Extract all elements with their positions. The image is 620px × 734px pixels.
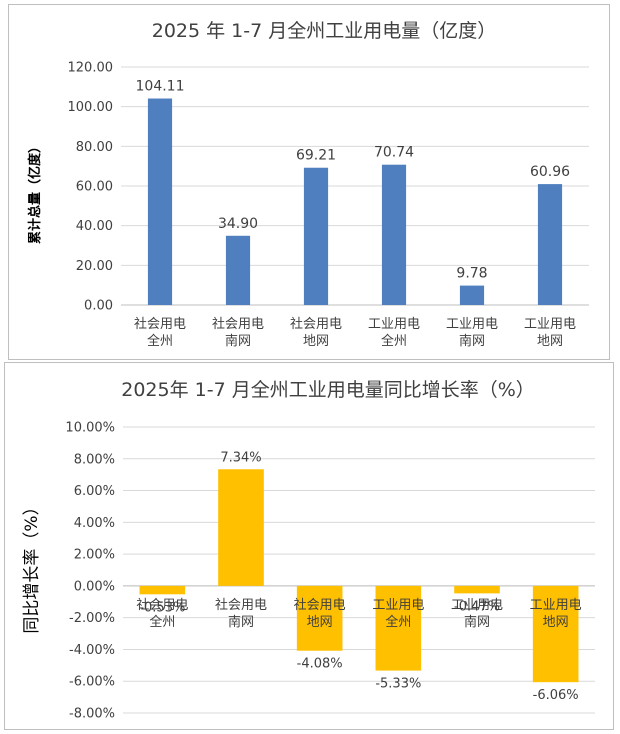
y-axis-label: 累计总量（亿度）	[27, 140, 43, 244]
x-category-label: 全州	[381, 333, 407, 349]
consumption-bar-chart: 2025 年 1-7 月全州工业用电量（亿度） 累计总量（亿度） 0.00 20.…	[27, 20, 589, 349]
y-tick-label: 100.00	[68, 100, 114, 115]
bar	[537, 184, 563, 305]
data-label: -0.47%	[454, 599, 500, 614]
y-tick-label: -8.00%	[69, 707, 115, 722]
growth-bar-chart: 2025年 1-7 月全州工业用电量同比增长率（%） 同比增长率（%） -8.0…	[22, 379, 595, 722]
y-tick-label: 10.00%	[65, 421, 115, 436]
y-tick-label: 20.00	[76, 259, 113, 274]
bar	[454, 585, 500, 594]
y-tick-label: -4.00%	[69, 643, 115, 658]
x-category-label: 地网	[303, 334, 329, 349]
data-label: 34.90	[218, 216, 258, 232]
x-category-label: 工业用电	[372, 598, 424, 613]
y-tick-label: 80.00	[76, 140, 113, 155]
bar	[218, 469, 264, 586]
chart-title: 2025 年 1-7 月全州工业用电量（亿度）	[152, 20, 497, 42]
bar	[147, 98, 173, 305]
x-category-label: 南网	[459, 333, 485, 349]
y-tick-label: 120.00	[68, 61, 114, 76]
x-category-label: 全州	[385, 614, 411, 630]
x-category-label: 南网	[228, 614, 254, 630]
x-category-label: 南网	[225, 333, 251, 349]
y-tick-label: -6.00%	[69, 675, 115, 690]
x-category-label: 工业用电	[524, 317, 576, 332]
y-tick-label: 0.00	[84, 299, 113, 314]
x-category-label: 南网	[464, 614, 490, 630]
x-category-label: 社会用电	[290, 316, 342, 332]
x-category-label: 工业用电	[446, 317, 498, 332]
x-category-label: 社会用电	[212, 316, 264, 332]
x-category-label: 社会用电	[215, 597, 267, 613]
data-label: -0.53%	[139, 600, 185, 615]
bar	[296, 585, 343, 651]
data-label: -5.33%	[375, 677, 421, 692]
y-tick-label: 6.00%	[74, 484, 115, 499]
data-label: 7.34%	[220, 450, 261, 465]
data-label: 70.74	[374, 145, 414, 161]
x-category-label: 社会用电	[294, 597, 346, 613]
y-tick-label: 4.00%	[74, 516, 115, 531]
x-category-label: 地网	[307, 615, 333, 630]
x-category-label: 社会用电	[136, 597, 188, 613]
x-category-label: 工业用电	[530, 598, 582, 613]
y-tick-label: 60.00	[76, 180, 113, 195]
bar	[139, 585, 186, 595]
y-tick-label: 0.00%	[74, 579, 115, 594]
bar	[225, 235, 251, 305]
chart-panel-growth: 2025年 1-7 月全州工业用电量同比增长率（%） 同比增长率（%） -8.0…	[4, 362, 614, 730]
bar	[459, 285, 485, 305]
x-category-label: 全州	[149, 614, 175, 630]
x-category-label: 社会用电	[134, 316, 186, 332]
x-category-label: 地网	[543, 615, 569, 630]
x-category-label: 工业用电	[368, 317, 420, 332]
data-label: -6.06%	[533, 688, 579, 703]
data-label: 60.96	[530, 164, 570, 180]
data-label: 69.21	[296, 148, 336, 164]
y-tick-label: 2.00%	[74, 548, 115, 563]
bar	[532, 585, 579, 683]
data-label: 9.78	[456, 266, 487, 282]
data-label: 104.11	[136, 79, 185, 95]
y-tick-label: 40.00	[76, 219, 113, 234]
bar	[375, 585, 422, 671]
y-tick-label: 8.00%	[74, 452, 115, 467]
x-category-label: 工业用电	[451, 598, 503, 613]
y-axis-label: 同比增长率（%）	[22, 498, 42, 633]
y-tick-label: -2.00%	[69, 611, 115, 626]
data-label: -4.08%	[297, 657, 343, 672]
bar	[381, 164, 407, 305]
chart-panel-consumption: 2025 年 1-7 月全州工业用电量（亿度） 累计总量（亿度） 0.00 20.…	[8, 4, 610, 360]
chart-title: 2025年 1-7 月全州工业用电量同比增长率（%）	[121, 379, 535, 401]
x-category-label: 全州	[147, 333, 173, 349]
x-category-label: 地网	[537, 334, 563, 349]
bar	[303, 167, 329, 305]
